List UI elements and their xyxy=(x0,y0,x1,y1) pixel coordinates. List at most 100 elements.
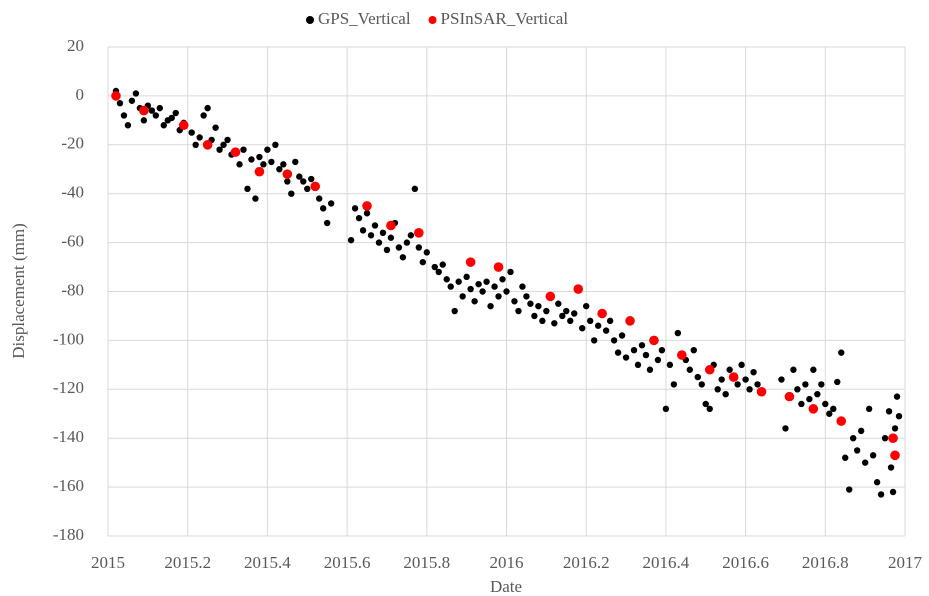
point xyxy=(586,317,594,325)
point xyxy=(240,146,247,153)
y-tick-label: -60 xyxy=(61,232,84,251)
x-tick-label: 2017 xyxy=(888,553,923,572)
point xyxy=(465,257,476,267)
point xyxy=(559,312,566,320)
point xyxy=(276,166,283,173)
point xyxy=(515,307,522,315)
point xyxy=(836,416,847,426)
point xyxy=(216,146,223,153)
point xyxy=(423,249,430,256)
point xyxy=(132,90,140,97)
point xyxy=(254,166,265,177)
point xyxy=(734,381,741,388)
point xyxy=(802,381,809,388)
point xyxy=(272,141,279,148)
point xyxy=(264,146,271,153)
point xyxy=(706,405,713,413)
x-axis-label: Date xyxy=(490,577,522,596)
point xyxy=(351,205,359,212)
point xyxy=(300,178,307,185)
point xyxy=(260,161,267,168)
point xyxy=(196,134,203,141)
x-tick-label: 2016.2 xyxy=(563,553,610,572)
point xyxy=(861,459,869,466)
point xyxy=(168,114,175,122)
point xyxy=(849,435,857,442)
point xyxy=(826,410,833,417)
point xyxy=(387,234,395,241)
point xyxy=(244,185,251,193)
point xyxy=(282,169,293,179)
point xyxy=(487,302,494,310)
point xyxy=(742,376,749,383)
point xyxy=(778,376,785,383)
point xyxy=(495,293,502,300)
point xyxy=(889,488,897,496)
point xyxy=(212,124,219,131)
point xyxy=(590,337,598,344)
point xyxy=(649,335,659,346)
point xyxy=(200,112,207,119)
y-tick-label: -160 xyxy=(53,476,84,495)
point xyxy=(784,391,795,402)
point xyxy=(202,140,213,150)
point xyxy=(756,386,767,397)
point xyxy=(124,122,132,129)
point xyxy=(646,366,654,373)
x-tick-label: 2015.2 xyxy=(164,553,211,572)
point xyxy=(383,246,391,254)
point xyxy=(893,393,901,400)
point xyxy=(869,452,877,459)
point xyxy=(192,141,199,148)
point xyxy=(658,346,666,354)
point xyxy=(677,350,687,360)
y-tick-label: -120 xyxy=(53,378,84,397)
point xyxy=(362,201,372,211)
point xyxy=(842,454,849,461)
point xyxy=(467,285,474,293)
point xyxy=(435,268,442,276)
point xyxy=(308,175,315,183)
point xyxy=(128,97,136,104)
legend-label: GPS_Vertical xyxy=(318,9,411,28)
point xyxy=(327,200,335,207)
x-tick-label: 2015 xyxy=(91,553,125,572)
x-tick-label: 2016.6 xyxy=(722,553,769,572)
point xyxy=(573,284,584,294)
point xyxy=(160,122,167,129)
y-tick-label: -80 xyxy=(61,280,84,299)
point xyxy=(579,324,586,332)
point xyxy=(248,156,255,163)
point xyxy=(567,317,574,325)
point xyxy=(379,229,387,237)
point xyxy=(230,147,241,157)
point xyxy=(846,486,853,493)
point xyxy=(555,300,562,307)
point xyxy=(750,368,757,376)
point xyxy=(188,129,195,136)
point xyxy=(728,372,739,382)
point xyxy=(439,261,446,268)
y-tick-label: -140 xyxy=(53,427,84,446)
y-tick-label: -40 xyxy=(61,183,84,202)
point xyxy=(630,346,638,354)
point xyxy=(403,239,411,246)
point xyxy=(292,158,299,166)
point xyxy=(625,316,635,326)
point xyxy=(148,107,156,114)
point xyxy=(638,342,646,349)
point xyxy=(738,361,745,369)
point xyxy=(782,425,789,432)
point xyxy=(399,254,407,261)
point xyxy=(475,280,482,288)
point xyxy=(890,450,900,461)
y-tick-label: -180 xyxy=(53,525,84,544)
point xyxy=(443,276,450,283)
point xyxy=(853,447,861,454)
point xyxy=(156,104,164,112)
point xyxy=(367,232,375,239)
point xyxy=(895,412,903,420)
point xyxy=(503,288,510,295)
point xyxy=(614,349,622,356)
